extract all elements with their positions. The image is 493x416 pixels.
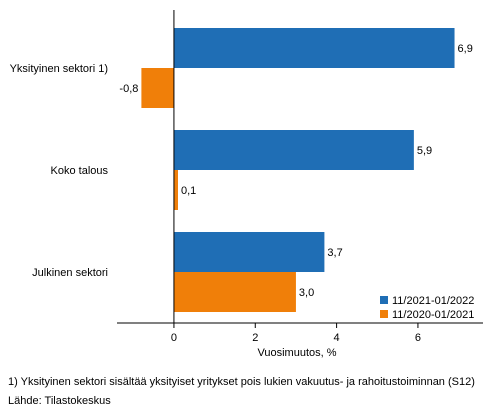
value-label: 6,9: [458, 43, 473, 55]
bar-previous-2: [173, 272, 296, 312]
legend-label: 11/2020-01/2021: [392, 309, 474, 321]
bar-previous-1: [173, 170, 178, 210]
legend: 11/2021-01/2022 11/2020-01/2021: [380, 295, 474, 321]
value-label: -0,8: [119, 83, 138, 95]
footnote: 1) Yksityinen sektori sisältää yksityise…: [8, 376, 475, 388]
legend-label: 11/2021-01/2022: [392, 295, 474, 307]
value-label: 3,7: [327, 247, 342, 259]
x-tick-label: 6: [415, 332, 421, 344]
x-axis-label: Vuosimuutos, %: [257, 347, 336, 359]
bar-current-2: [173, 232, 325, 272]
category-labels-group: Yksityinen sektori 1) Koko talous Julkinen…: [10, 63, 109, 279]
x-tick-label: 0: [171, 332, 177, 344]
x-tick-label: 4: [334, 332, 340, 344]
legend-swatch: [380, 310, 388, 318]
category-label: Koko talous: [51, 165, 109, 177]
legend-swatch: [380, 296, 388, 304]
bar-current-1: [173, 130, 414, 170]
value-label: 5,9: [417, 145, 432, 157]
category-label: Julkinen sektori: [32, 267, 108, 279]
source-note: Lähde: Tilastokeskus: [8, 395, 111, 407]
category-label: Yksityinen sektori 1): [10, 63, 108, 75]
bars-group: [141, 28, 455, 312]
x-tick-label: 2: [252, 332, 258, 344]
value-labels-group: 6,9 -0,8 5,9 0,1 3,7 3,0: [119, 43, 472, 299]
x-axis-ticks: 0 2 4 6: [171, 323, 421, 344]
value-label: 0,1: [181, 185, 196, 197]
value-label: 3,0: [299, 287, 314, 299]
bar-previous-0: [141, 68, 174, 108]
bar-current-0: [173, 28, 455, 68]
bar-chart: 6,9 -0,8 5,9 0,1 3,7 3,0 Yksityinen sektori 1…: [10, 10, 483, 359]
